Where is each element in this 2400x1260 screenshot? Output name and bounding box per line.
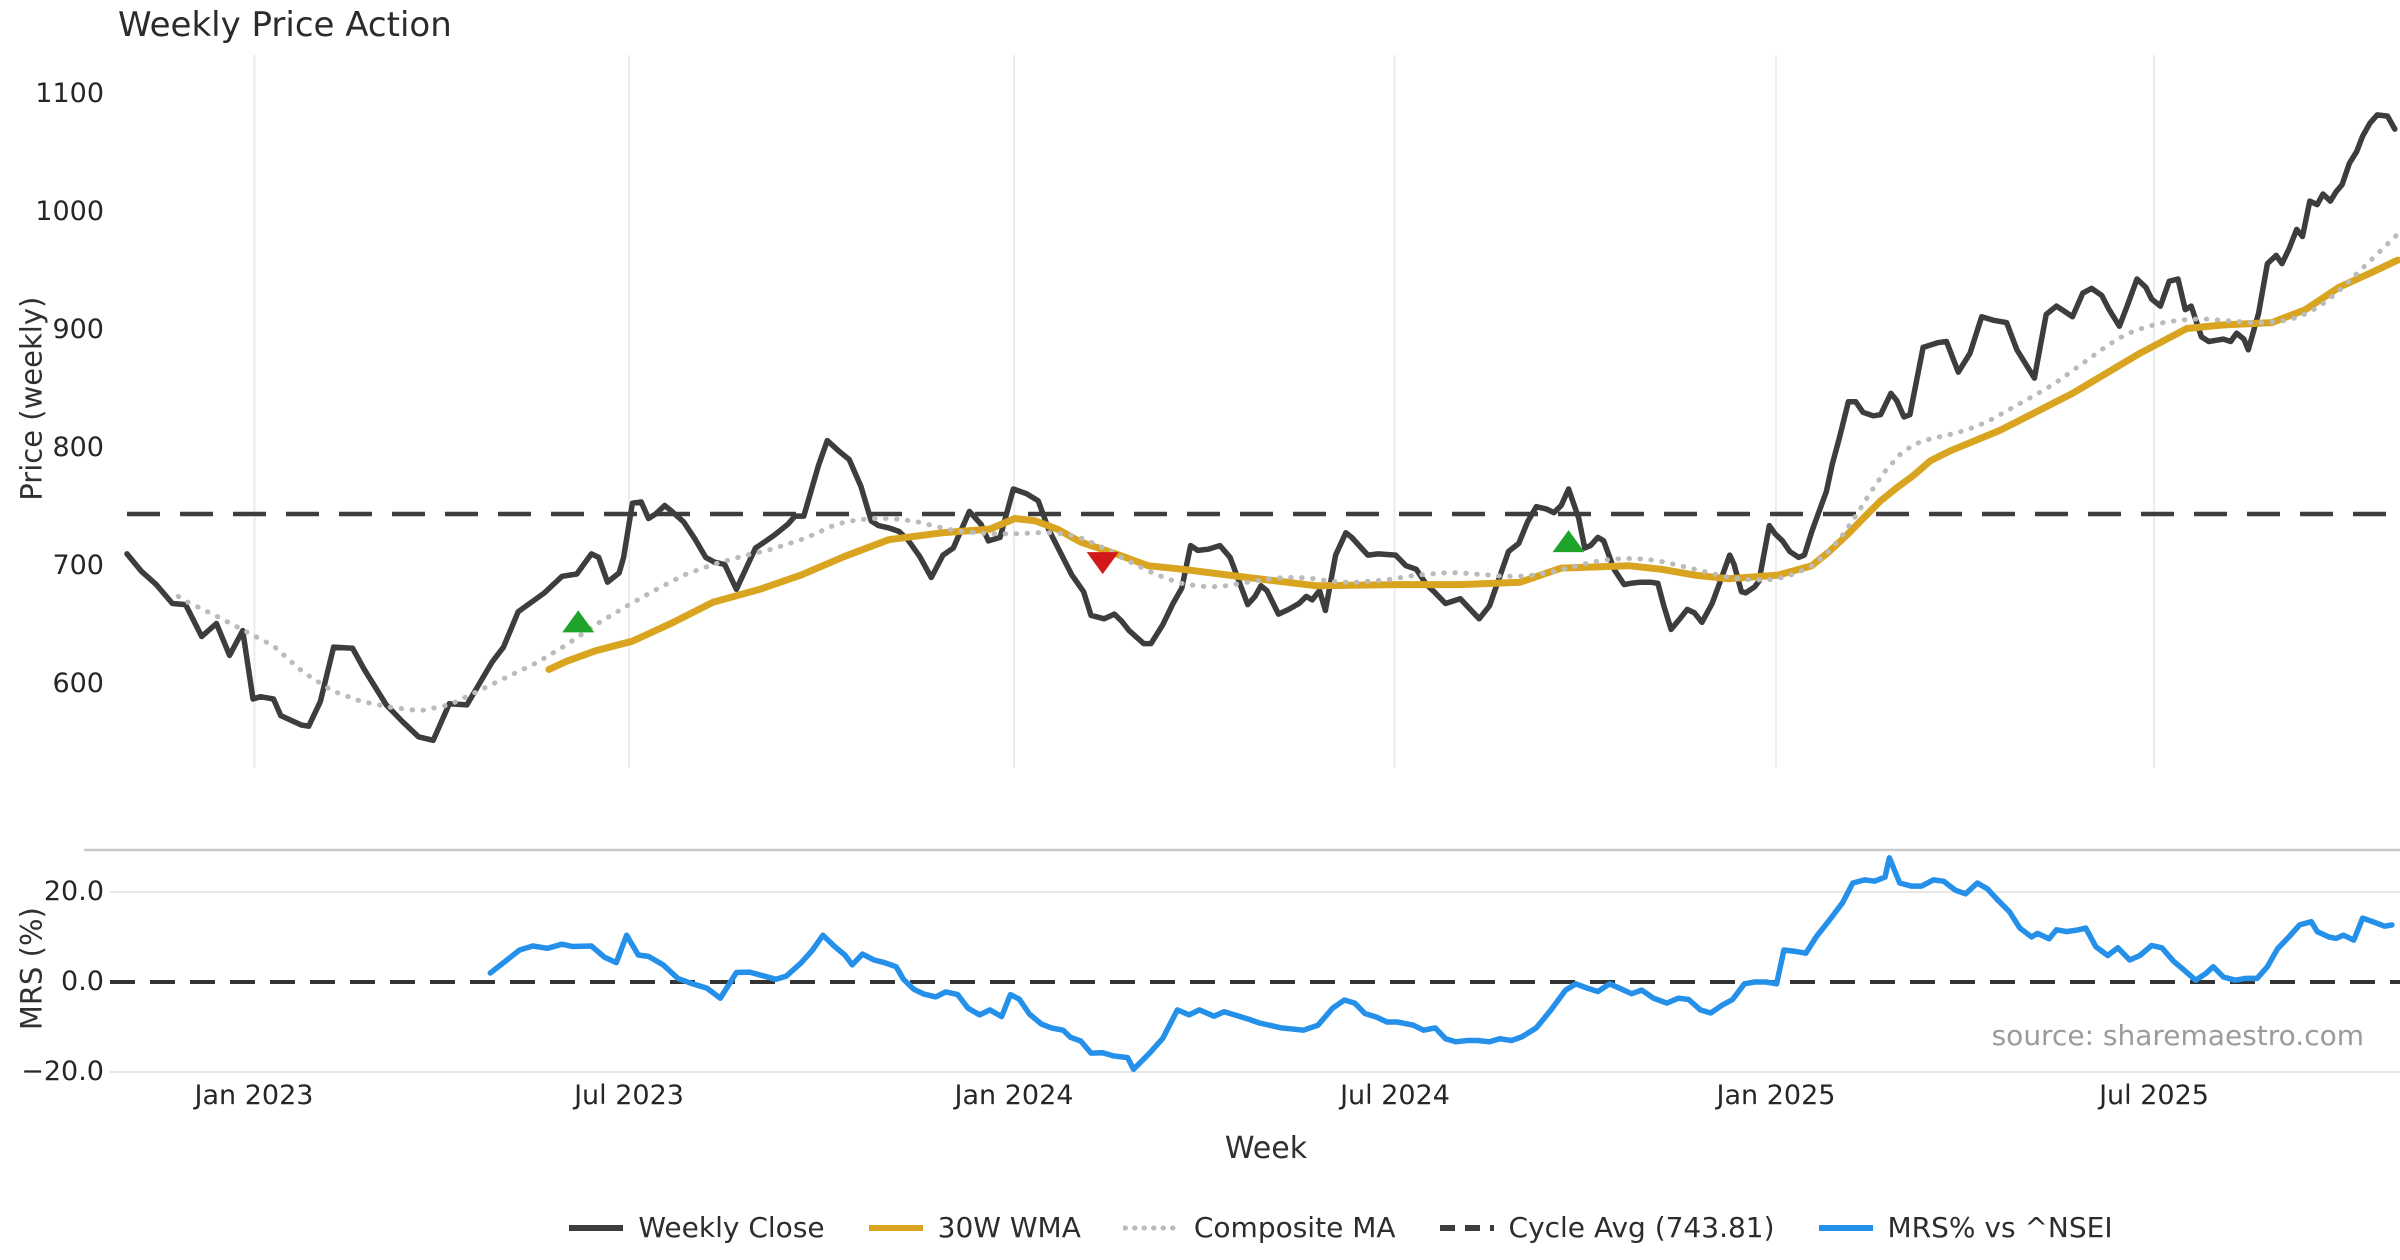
price-ytick-800: 800 [52, 432, 104, 463]
legend-swatch-dotted [1122, 1225, 1181, 1231]
legend-item-mrs-vs-nsei: MRS% vs ^NSEI [1817, 1211, 2113, 1244]
legend-label: MRS% vs ^NSEI [1887, 1211, 2113, 1244]
xtick-jan-2025: Jan 2025 [1716, 1080, 1836, 1111]
legend-item-cycle-avg-743-81-: Cycle Avg (743.81) [1438, 1211, 1775, 1244]
source-note: source: sharemaestro.com [1991, 1019, 2364, 1052]
price-ytick-600: 600 [52, 668, 104, 699]
xtick-jul-2024: Jul 2024 [1340, 1080, 1450, 1111]
price-ytick-1100: 1100 [35, 78, 104, 109]
series-composite-ma [175, 231, 2400, 714]
xtick-jan-2023: Jan 2023 [194, 1080, 314, 1111]
legend-label: Composite MA [1193, 1211, 1396, 1244]
xtick-jan-2024: Jan 2024 [954, 1080, 1074, 1111]
legend-swatch-solid [569, 1225, 624, 1232]
series-mrs-vs-nsei [487, 855, 2395, 1073]
xtick-jul-2025: Jul 2025 [2099, 1080, 2209, 1111]
xtick-jul-2023: Jul 2023 [574, 1080, 684, 1111]
legend-item-weekly-close: Weekly Close [567, 1211, 825, 1244]
series-weekly-close [124, 112, 2398, 744]
legend-swatch-solid [1818, 1225, 1873, 1232]
legend-swatch-solid [868, 1225, 923, 1232]
chart-legend: Weekly Close 30W WMA Composite MA Cycle Avg… [140, 1211, 2400, 1244]
legend-label: 30W WMA [937, 1211, 1081, 1244]
mrs-ytick: 0.0 [61, 966, 104, 997]
price-ytick-1000: 1000 [35, 196, 104, 227]
legend-label: Weekly Close [638, 1211, 825, 1244]
sell-marker [1086, 552, 1119, 575]
price-axis-label: Price (weekly) [14, 296, 49, 501]
legend-item-composite-ma: Composite MA [1122, 1211, 1396, 1244]
chart-title: Weekly Price Action [118, 5, 452, 45]
mrs-ytick: −20.0 [21, 1056, 104, 1087]
price-ytick-700: 700 [52, 550, 104, 581]
buy-marker [1552, 530, 1585, 553]
buy-marker [562, 610, 595, 633]
x-axis-label: Week [1224, 1131, 1308, 1166]
legend-swatch-dashed [1439, 1225, 1494, 1232]
price-ytick-900: 900 [52, 314, 104, 345]
legend-label: Cycle Avg (743.81) [1508, 1211, 1775, 1244]
legend-item-30w-wma: 30W WMA [867, 1211, 1081, 1244]
mrs-ytick: 20.0 [43, 876, 104, 907]
series-30w-wma [545, 256, 2400, 673]
